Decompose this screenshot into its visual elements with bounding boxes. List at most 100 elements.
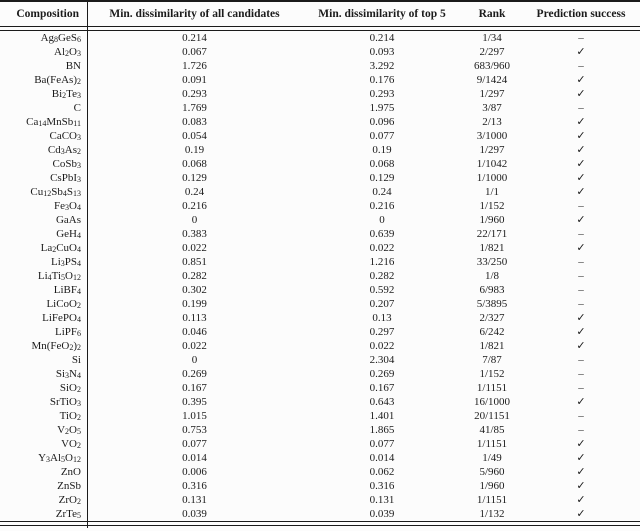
- rank-cell: 1/1000: [476, 172, 508, 184]
- table-row: SrTiO3 0.395 0.643 16/1000 ✓: [0, 395, 640, 409]
- min-top5-cell: 0.167: [369, 382, 395, 394]
- min-all-cell: 0.216: [182, 200, 207, 212]
- success-cell: ✓: [576, 480, 586, 492]
- min-top5-cell: 0.316: [369, 480, 395, 492]
- table-row: La2CuO4 0.022 0.022 1/821 ✓: [0, 241, 640, 255]
- table-row: LiBF4 0.302 0.592 6/983 –: [0, 283, 640, 297]
- composition-cell: BN: [65, 60, 81, 72]
- min-top5-cell: 0.022: [369, 242, 395, 254]
- top-rule: [0, 0, 640, 2]
- min-top5-cell: 0.639: [369, 228, 395, 240]
- table-row: CaCO3 0.054 0.077 3/1000 ✓: [0, 129, 640, 143]
- min-top5-cell: 0.214: [369, 32, 395, 44]
- table-row: BN 1.726 3.292 683/960 –: [0, 59, 640, 73]
- composition-cell: TiO2: [59, 410, 81, 422]
- rank-cell: 1/152: [479, 368, 505, 380]
- min-top5-cell: 0.24: [372, 186, 392, 198]
- header-rank: Rank: [478, 8, 506, 20]
- table-row: ZnSb 0.316 0.316 1/960 ✓: [0, 479, 640, 493]
- min-top5-cell: 0.207: [369, 298, 395, 310]
- min-all-cell: 0.083: [182, 116, 207, 128]
- composition-cell: Al2O3: [54, 46, 81, 58]
- success-cell: –: [578, 382, 584, 394]
- header-min-dissimilarity-top5: Min. dissimilarity of top 5: [318, 8, 446, 20]
- min-all-cell: 0: [191, 214, 198, 226]
- table-row: Si3N4 0.269 0.269 1/152 –: [0, 367, 640, 381]
- rank-cell: 33/250: [476, 256, 508, 268]
- composition-cell: Ca14MnSb11: [26, 116, 81, 128]
- rank-cell: 5/960: [479, 466, 505, 478]
- composition-cell: Si: [71, 354, 81, 366]
- min-top5-cell: 0.096: [369, 116, 395, 128]
- min-top5-cell: 1.975: [369, 102, 395, 114]
- header-composition: Composition: [16, 8, 79, 20]
- table-row: V2O5 0.753 1.865 41/85 –: [0, 423, 640, 437]
- table-row: Ba(FeAs)2 0.091 0.176 9/1424 ✓: [0, 73, 640, 87]
- success-cell: –: [578, 102, 584, 114]
- success-cell: –: [578, 424, 584, 436]
- table-row: GeH4 0.383 0.639 22/171 –: [0, 227, 640, 241]
- rank-cell: 683/960: [473, 60, 511, 72]
- composition-cell: Li3PS4: [50, 256, 81, 268]
- table-row: LiCoO2 0.199 0.207 5/3895 –: [0, 297, 640, 311]
- table-row: TiO2 1.015 1.401 20/1151 –: [0, 409, 640, 423]
- rank-cell: 3/87: [482, 102, 502, 114]
- min-top5-cell: 0.068: [369, 158, 395, 170]
- success-cell: ✓: [576, 340, 586, 352]
- table-row: ZrTe5 0.039 0.039 1/132 ✓: [0, 507, 640, 521]
- min-all-cell: 0.167: [182, 382, 207, 394]
- rank-cell: 2/297: [479, 46, 505, 58]
- min-top5-cell: 0.216: [369, 200, 395, 212]
- rank-cell: 1/960: [479, 480, 505, 492]
- min-all-cell: 0.039: [182, 508, 207, 520]
- rank-cell: 22/171: [476, 228, 508, 240]
- success-cell: –: [578, 410, 584, 422]
- success-cell: ✓: [576, 116, 586, 128]
- min-top5-cell: 0: [379, 214, 385, 226]
- min-all-cell: 0.022: [182, 242, 207, 254]
- table-row: Mn(FeO2)2 0.022 0.022 1/821 ✓: [0, 339, 640, 353]
- min-top5-cell: 0.293: [369, 88, 395, 100]
- min-all-cell: 0: [191, 354, 198, 366]
- table-row: LiFePO4 0.113 0.13 2/327 ✓: [0, 311, 640, 325]
- table-row: ZrO2 0.131 0.131 1/1151 ✓: [0, 493, 640, 507]
- min-top5-cell: 0.269: [369, 368, 395, 380]
- rank-cell: 1/297: [479, 144, 505, 156]
- table-row: CsPbI3 0.129 0.129 1/1000 ✓: [0, 171, 640, 185]
- column-divider: [87, 2, 89, 528]
- header-rule: [0, 26, 640, 31]
- table-row: Al2O3 0.067 0.093 2/297 ✓: [0, 45, 640, 59]
- min-all-cell: 0.24: [184, 186, 205, 198]
- composition-cell: GaAs: [55, 214, 81, 226]
- composition-cell: Y3Al5O12: [38, 452, 81, 464]
- min-all-cell: 0.316: [182, 480, 207, 492]
- success-cell: ✓: [576, 326, 586, 338]
- min-all-cell: 0.006: [182, 466, 207, 478]
- min-top5-cell: 0.039: [369, 508, 395, 520]
- table-row: VO2 0.077 0.077 1/1151 ✓: [0, 437, 640, 451]
- min-top5-cell: 1.865: [369, 424, 395, 436]
- rank-cell: 1/49: [482, 452, 502, 464]
- success-cell: ✓: [576, 312, 586, 324]
- composition-cell: ZnSb: [57, 480, 81, 492]
- success-cell: ✓: [576, 130, 586, 142]
- min-all-cell: 0.046: [182, 326, 207, 338]
- bottom-rule: [0, 521, 640, 526]
- rank-cell: 1/297: [479, 88, 505, 100]
- min-top5-cell: 0.077: [369, 130, 395, 142]
- min-top5-cell: 0.062: [369, 466, 395, 478]
- min-all-cell: 0.131: [182, 494, 207, 506]
- min-top5-cell: 0.077: [369, 438, 395, 450]
- min-top5-cell: 0.014: [369, 452, 395, 464]
- min-top5-cell: 0.19: [372, 144, 392, 156]
- rank-cell: 41/85: [479, 424, 505, 436]
- composition-cell: Ag8GeS6: [40, 32, 81, 44]
- table-row: Y3Al5O12 0.014 0.014 1/49 ✓: [0, 451, 640, 465]
- success-cell: ✓: [576, 242, 586, 254]
- success-cell: ✓: [576, 46, 586, 58]
- min-all-cell: 0.214: [182, 32, 207, 44]
- min-top5-cell: 0.176: [369, 74, 395, 86]
- rank-cell: 1/821: [479, 340, 505, 352]
- min-all-cell: 0.199: [182, 298, 207, 310]
- success-cell: ✓: [576, 186, 586, 198]
